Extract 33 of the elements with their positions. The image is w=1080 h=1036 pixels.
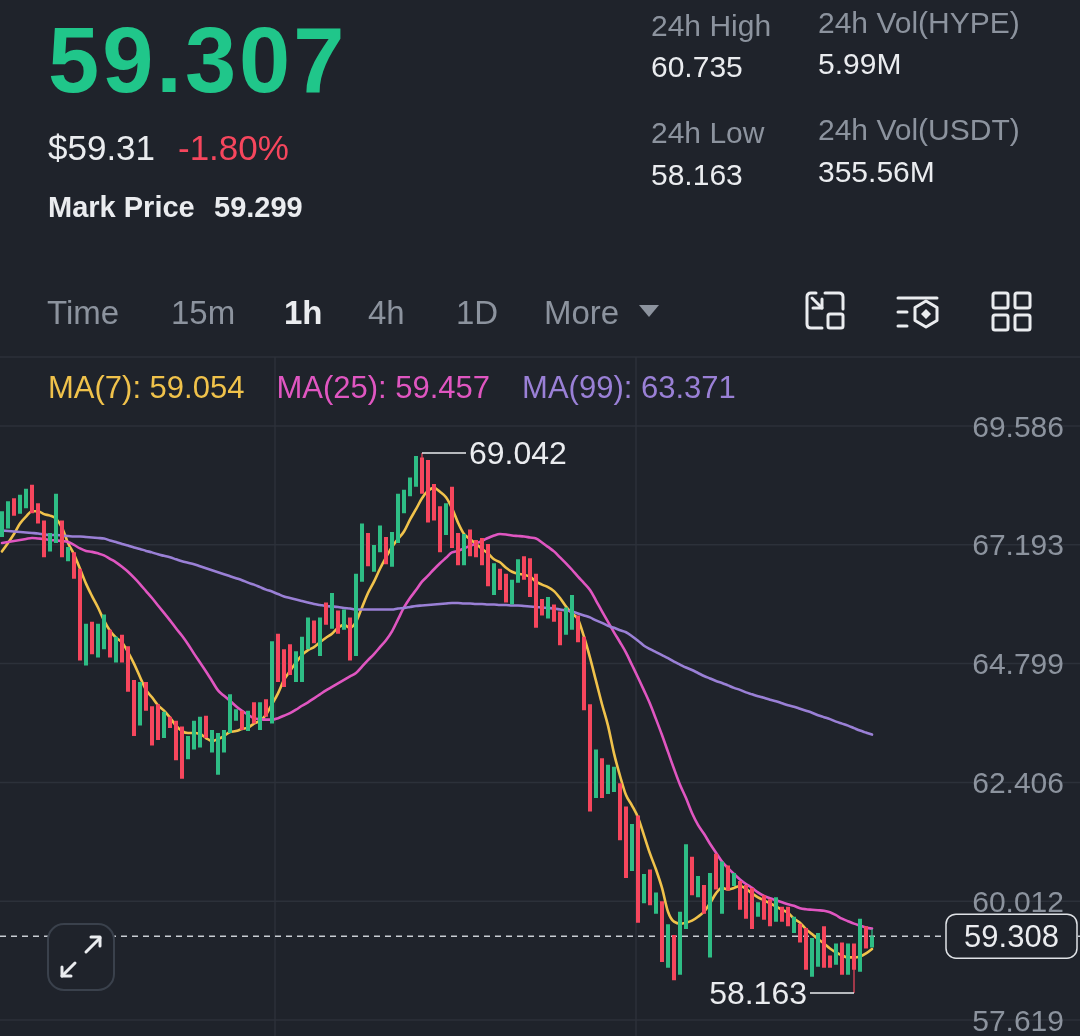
text: 4h [368,294,405,331]
text: $59.31 [48,128,156,167]
text: -1.80% [178,128,289,167]
text: MA(7): 59.054 [48,370,245,405]
annotation: 58.163 [709,975,807,1011]
text: 15m [171,294,236,331]
chart-title: 59.307 [48,9,348,111]
text: 1D [456,294,499,331]
annotation: 69.042 [469,435,567,471]
text: 5.99M [818,47,902,80]
text: 24h Vol(USDT) [818,113,1020,146]
text: 58.163 [651,158,743,191]
text: More [544,294,620,331]
text: MA(99): 63.371 [522,370,736,405]
text: 1h [284,294,323,331]
candlestick [852,943,856,993]
text: 24h High [651,9,772,42]
text: 59.299 [214,191,303,223]
y-tick-label: 67.193 [972,528,1064,562]
y-tick-label: 62.406 [972,765,1064,799]
line-series [0,532,874,930]
text: Mark Price [48,191,195,223]
text: MA(25): 59.457 [276,370,491,405]
text: 24h Low [651,116,765,149]
y-tick-label: 57.619 [972,1003,1064,1036]
y-tick-label: 64.799 [972,647,1064,681]
text: 355.56M [818,155,935,188]
text: Time [47,294,120,331]
y-tick-label: 60.012 [972,884,1064,918]
text: 60.735 [651,50,743,83]
y-tick-label: 69.586 [972,409,1064,443]
text: 59.308 [964,918,1059,954]
text: 24h Vol(HYPE) [818,6,1020,39]
